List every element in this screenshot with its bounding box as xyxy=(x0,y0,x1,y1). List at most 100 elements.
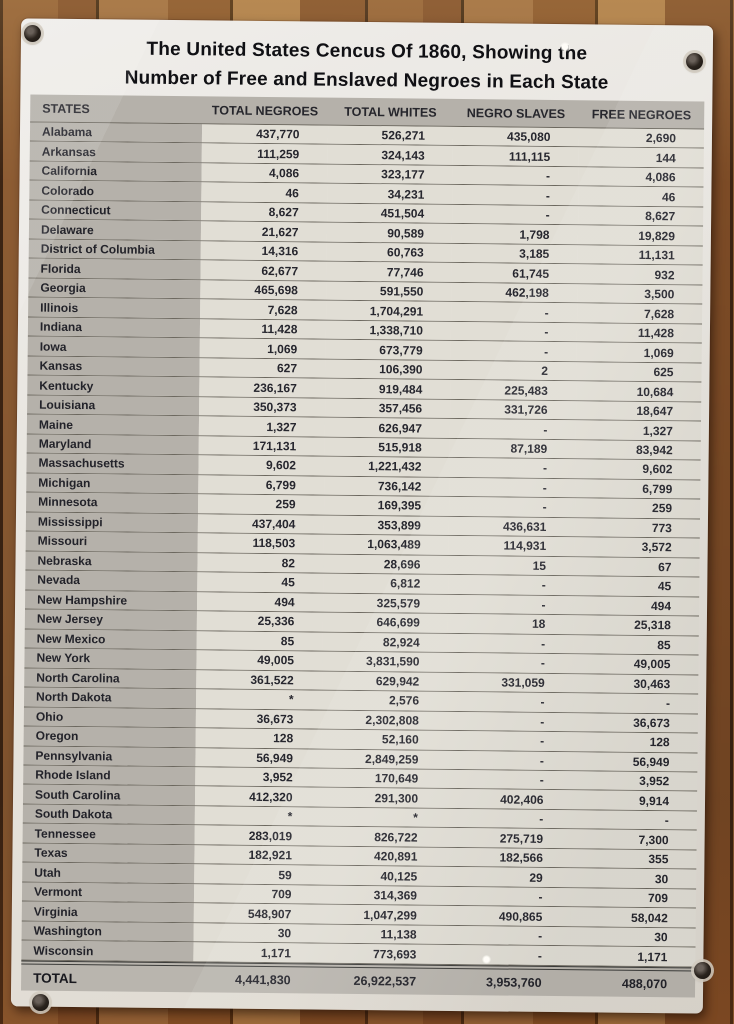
value-cell: 34,231 xyxy=(326,184,453,204)
value-cell: 85 xyxy=(573,634,699,655)
column-header-total-whites: TOTAL WHITES xyxy=(344,104,437,120)
value-cell: 490,865 xyxy=(444,906,571,927)
value-cell: 30 xyxy=(193,923,320,943)
value-cell: 773 xyxy=(574,517,700,538)
value-cell: - xyxy=(444,925,571,946)
value-cell: 30,463 xyxy=(572,673,699,694)
value-cell: 673,779 xyxy=(325,339,451,360)
state-name: Maine xyxy=(26,414,200,436)
value-cell: 90,589 xyxy=(326,223,453,243)
value-cell: 45 xyxy=(197,572,323,593)
value-cell: 11,131 xyxy=(577,245,703,265)
state-name: Vermont xyxy=(21,882,195,903)
value-cell: * xyxy=(194,806,321,827)
value-cell: 111,115 xyxy=(452,146,579,167)
state-name: Arkansas xyxy=(29,141,202,163)
value-cell: 1,327 xyxy=(575,420,702,441)
value-cell: 709 xyxy=(193,884,320,904)
value-cell: - xyxy=(447,652,574,673)
value-cell: 736,142 xyxy=(323,476,450,497)
value-cell: - xyxy=(448,575,574,595)
value-cell: 627 xyxy=(199,358,326,378)
value-cell: 9,602 xyxy=(574,459,701,480)
state-name: New Mexico xyxy=(24,629,197,650)
value-cell: 932 xyxy=(576,264,703,285)
state-name: South Dakota xyxy=(22,804,195,825)
value-cell: 60,763 xyxy=(326,242,452,263)
value-cell: - xyxy=(452,204,578,225)
state-name: Utah xyxy=(22,862,195,884)
state-name: North Dakota xyxy=(23,687,197,708)
value-cell: 29 xyxy=(445,867,571,888)
value-cell: 62,677 xyxy=(200,260,327,281)
value-cell: 182,566 xyxy=(445,847,572,868)
value-cell: 87,189 xyxy=(449,438,576,459)
value-cell: 46 xyxy=(577,186,704,207)
value-cell: - xyxy=(449,458,576,478)
state-name: Delaware xyxy=(28,219,202,241)
value-cell: 402,406 xyxy=(445,789,572,810)
value-cell: 3,831,590 xyxy=(321,651,448,672)
value-cell: 7,300 xyxy=(571,829,697,850)
value-cell: * xyxy=(195,689,322,710)
value-cell: 462,198 xyxy=(451,282,577,303)
value-cell: 2,576 xyxy=(321,690,448,711)
value-cell: 6,812 xyxy=(322,573,449,594)
value-cell: 361,522 xyxy=(196,669,322,690)
screw-icon xyxy=(24,25,41,42)
value-cell: - xyxy=(571,810,697,830)
state-name: Alabama xyxy=(29,122,203,143)
value-cell: * xyxy=(320,807,446,828)
state-name: Louisiana xyxy=(27,395,200,416)
value-cell: 3,952 xyxy=(571,771,698,791)
value-cell: 1,171 xyxy=(569,946,696,967)
value-cell: - xyxy=(445,808,572,829)
total-total-negroes: 4,441,830 xyxy=(234,972,291,988)
state-name: Wisconsin xyxy=(21,940,194,962)
value-cell: 591,550 xyxy=(325,281,452,302)
screw-icon xyxy=(32,994,49,1011)
value-cell: 8,627 xyxy=(201,202,327,223)
state-name: Florida xyxy=(28,258,201,280)
value-cell: 773,693 xyxy=(318,943,445,964)
value-cell: 1,047,299 xyxy=(319,904,445,925)
value-cell: 625 xyxy=(575,362,702,382)
state-name: Rhode Island xyxy=(23,765,196,786)
value-cell: 323,177 xyxy=(326,164,453,185)
value-cell: 324,143 xyxy=(327,145,453,165)
value-cell: - xyxy=(449,477,575,498)
value-cell: 40,125 xyxy=(319,865,446,886)
value-cell: - xyxy=(449,497,575,517)
value-cell: 82 xyxy=(197,552,324,573)
state-name: Nebraska xyxy=(25,551,198,572)
value-cell: 357,456 xyxy=(324,398,451,419)
value-cell: 2 xyxy=(450,360,577,381)
value-cell: 15 xyxy=(448,555,575,576)
state-name: Colorado xyxy=(29,180,202,202)
value-cell: 7,628 xyxy=(576,303,703,324)
value-cell: 56,949 xyxy=(571,751,698,772)
state-name: Iowa xyxy=(27,336,200,358)
value-cell: 9,602 xyxy=(198,455,325,476)
value-cell: 11,428 xyxy=(576,323,703,343)
value-cell: 259 xyxy=(574,498,701,519)
state-name: South Carolina xyxy=(22,784,196,806)
value-cell: 515,918 xyxy=(324,437,450,458)
state-name: New York xyxy=(24,648,197,669)
value-cell: 314,369 xyxy=(319,885,446,906)
value-cell: - xyxy=(450,321,577,342)
state-name: New Jersey xyxy=(24,609,197,630)
value-cell: 11,428 xyxy=(199,319,326,339)
value-cell: 1,338,710 xyxy=(325,320,452,341)
value-cell: 6,799 xyxy=(198,475,324,495)
state-name: Minnesota xyxy=(26,492,199,513)
value-cell: - xyxy=(451,302,577,323)
value-cell: 36,673 xyxy=(572,712,698,733)
state-name: Indiana xyxy=(27,317,201,338)
state-name: North Carolina xyxy=(24,668,197,689)
value-cell: 3,952 xyxy=(195,767,321,788)
state-name: Michigan xyxy=(26,473,199,494)
value-cell: 18,647 xyxy=(575,401,702,421)
value-cell: 6,799 xyxy=(574,478,701,499)
total-negro-slaves: 3,953,760 xyxy=(485,975,542,990)
